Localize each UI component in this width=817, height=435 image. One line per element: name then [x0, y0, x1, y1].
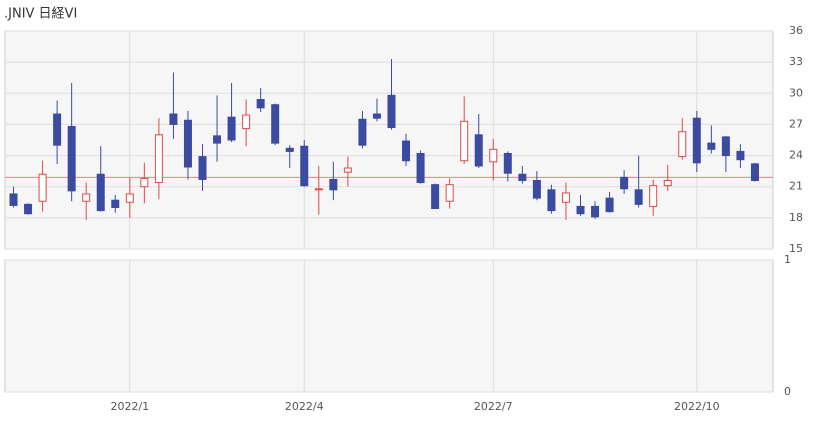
candle-body: [242, 114, 251, 130]
candle-body: [634, 189, 643, 205]
candle-body: [431, 184, 440, 210]
x-tick-label: 2022/4: [285, 400, 324, 413]
sub-panel: [4, 259, 774, 393]
candle-body: [460, 120, 469, 162]
candle-body: [256, 99, 265, 109]
candle-body: [372, 113, 381, 119]
candle-body: [140, 177, 149, 188]
candle-body: [387, 94, 396, 129]
candle-body: [169, 113, 178, 125]
x-tick-label: 2022/1: [110, 400, 149, 413]
y-tick-label: 21: [789, 180, 803, 193]
y-tick-label: 1: [784, 253, 791, 266]
candle-body: [24, 203, 33, 215]
y-tick-label: 18: [789, 211, 803, 224]
candle-body: [416, 152, 425, 184]
candle-body: [678, 131, 687, 158]
candle-body: [503, 152, 512, 174]
y-tick-label: 27: [789, 117, 803, 130]
candle-body: [736, 150, 745, 161]
candle-body: [518, 173, 527, 181]
candle-body: [532, 179, 541, 199]
y-tick-label: 0: [784, 385, 791, 398]
candle-body: [67, 126, 76, 192]
candle-body: [750, 163, 759, 181]
candle-body: [198, 156, 207, 180]
candle-body: [343, 167, 352, 173]
candle-body: [96, 173, 105, 212]
candle-body: [663, 179, 672, 187]
chart-title: .JNIV 日経VI: [4, 7, 77, 22]
candle-body: [620, 176, 629, 190]
candle-body: [125, 193, 134, 203]
candle-body: [402, 140, 411, 162]
candle-body: [329, 178, 338, 191]
candle-body: [213, 135, 222, 144]
y-tick-label: 33: [789, 55, 803, 68]
candle-body: [445, 184, 454, 202]
y-tick-label: 15: [789, 242, 803, 255]
candle-body: [154, 134, 163, 184]
x-tick-label: 2022/10: [674, 400, 720, 413]
y-tick-label: 36: [789, 24, 803, 37]
candle-body: [300, 145, 309, 187]
candle-body: [474, 134, 483, 167]
candle-body: [358, 118, 367, 146]
candle-body: [111, 199, 120, 208]
candle-body: [227, 116, 236, 141]
candle-body: [591, 205, 600, 218]
candle-body: [183, 119, 192, 168]
candle-body: [547, 189, 556, 212]
candle-body: [561, 192, 570, 203]
candle-body: [576, 205, 585, 215]
candle-body: [38, 173, 47, 202]
candle-body: [285, 147, 294, 152]
candle-body: [692, 117, 701, 164]
candle-body: [489, 148, 498, 163]
main-panel: [4, 30, 774, 250]
candle-body: [721, 136, 730, 157]
candle-body: [53, 113, 62, 146]
candle-body: [314, 188, 323, 191]
candle-body: [9, 193, 18, 206]
y-tick-label: 30: [789, 86, 803, 99]
candle-body: [707, 142, 716, 150]
y-tick-label: 24: [789, 149, 803, 162]
candle-body: [82, 193, 91, 202]
x-tick-label: 2022/7: [474, 400, 513, 413]
candle-body: [271, 104, 280, 144]
candle-body: [605, 197, 614, 213]
candle-body: [649, 185, 658, 207]
